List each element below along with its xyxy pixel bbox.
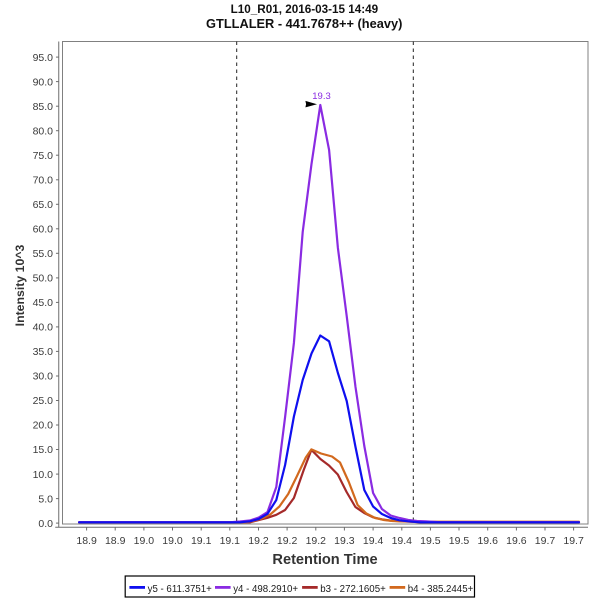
svg-text:Intensity 10^3: Intensity 10^3 <box>13 245 27 327</box>
svg-text:19.1: 19.1 <box>191 535 212 547</box>
svg-text:L10_R01, 2016-03-15 14:49: L10_R01, 2016-03-15 14:49 <box>231 3 379 16</box>
svg-text:y5 - 611.3751+: y5 - 611.3751+ <box>148 584 213 595</box>
svg-text:19.0: 19.0 <box>134 535 155 547</box>
svg-text:80.0: 80.0 <box>33 125 54 137</box>
svg-text:55.0: 55.0 <box>33 248 54 260</box>
svg-text:18.9: 18.9 <box>76 535 97 547</box>
svg-text:19.1: 19.1 <box>220 535 241 547</box>
svg-text:19.7: 19.7 <box>535 535 556 547</box>
svg-text:0.0: 0.0 <box>38 518 53 530</box>
svg-text:19.2: 19.2 <box>248 535 269 547</box>
svg-text:45.0: 45.0 <box>33 297 54 309</box>
svg-text:20.0: 20.0 <box>33 420 54 432</box>
svg-text:19.4: 19.4 <box>363 535 384 547</box>
svg-text:19.3: 19.3 <box>312 91 331 102</box>
svg-text:30.0: 30.0 <box>33 371 54 383</box>
svg-text:60.0: 60.0 <box>33 224 54 236</box>
svg-text:19.4: 19.4 <box>392 535 413 547</box>
svg-text:35.0: 35.0 <box>33 346 54 358</box>
svg-text:19.2: 19.2 <box>277 535 298 547</box>
svg-text:19.2: 19.2 <box>306 535 327 547</box>
svg-text:19.5: 19.5 <box>449 535 470 547</box>
svg-text:b3 - 272.1605+: b3 - 272.1605+ <box>320 584 386 595</box>
svg-text:19.3: 19.3 <box>334 535 355 547</box>
svg-text:18.9: 18.9 <box>105 535 126 547</box>
svg-text:75.0: 75.0 <box>33 150 54 162</box>
svg-text:65.0: 65.0 <box>33 199 54 211</box>
svg-text:95.0: 95.0 <box>33 52 54 64</box>
svg-text:19.5: 19.5 <box>420 535 441 547</box>
svg-text:19.6: 19.6 <box>477 535 498 547</box>
svg-text:19.0: 19.0 <box>162 535 183 547</box>
svg-text:5.0: 5.0 <box>38 493 53 505</box>
svg-text:19.6: 19.6 <box>506 535 527 547</box>
svg-text:10.0: 10.0 <box>33 469 54 481</box>
svg-text:Retention Time: Retention Time <box>272 552 377 568</box>
svg-text:40.0: 40.0 <box>33 322 54 334</box>
svg-text:y4 - 498.2910+: y4 - 498.2910+ <box>233 584 298 595</box>
svg-text:85.0: 85.0 <box>33 101 54 113</box>
svg-text:15.0: 15.0 <box>33 444 54 456</box>
svg-text:19.7: 19.7 <box>563 535 584 547</box>
svg-text:90.0: 90.0 <box>33 76 54 88</box>
svg-text:b4 - 385.2445+: b4 - 385.2445+ <box>408 584 474 595</box>
svg-text:GTLLALER - 441.7678++ (heavy): GTLLALER - 441.7678++ (heavy) <box>206 16 402 31</box>
svg-text:70.0: 70.0 <box>33 174 54 186</box>
svg-text:25.0: 25.0 <box>33 395 54 407</box>
svg-text:50.0: 50.0 <box>33 273 54 285</box>
